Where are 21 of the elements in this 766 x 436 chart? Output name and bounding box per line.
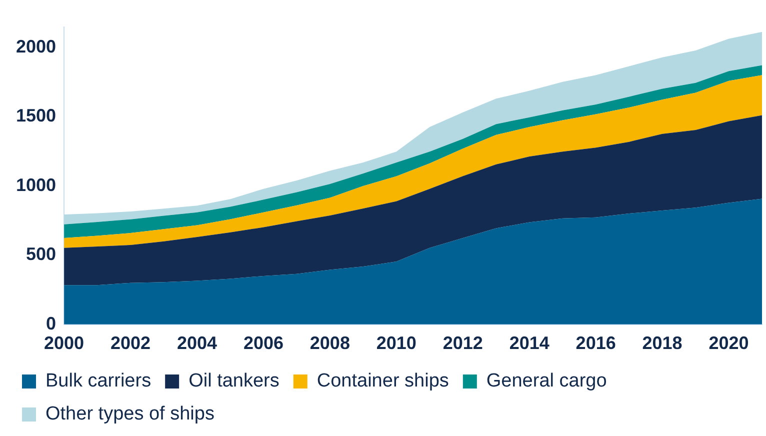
legend-label: Container ships <box>316 370 449 392</box>
x-tick-label: 2014 <box>509 333 550 354</box>
y-tick-label: 1000 <box>16 174 56 195</box>
x-tick-label: 2010 <box>376 333 416 354</box>
legend-label: General cargo <box>486 370 607 392</box>
x-tick-label: 2012 <box>442 333 483 354</box>
x-tick-label: 2000 <box>44 333 84 354</box>
x-tick-label: 2008 <box>310 333 350 354</box>
legend-label: Oil tankers <box>188 370 280 392</box>
x-tick-label: 2020 <box>708 333 749 354</box>
x-tick-label: 2004 <box>176 333 218 354</box>
legend-label: Bulk carriers <box>46 370 152 392</box>
x-tick-label: 2002 <box>110 333 151 354</box>
y-tick-label: 2000 <box>16 36 56 57</box>
x-tick-label: 2018 <box>642 333 682 354</box>
y-tick-label: 1500 <box>16 106 56 126</box>
y-tick-label: 500 <box>26 244 56 264</box>
y-tick-label: 0 <box>46 313 56 334</box>
x-tick-label: 2006 <box>243 333 284 354</box>
x-tick-label: 2016 <box>576 333 616 354</box>
legend-label: Other types of ships <box>46 404 214 425</box>
